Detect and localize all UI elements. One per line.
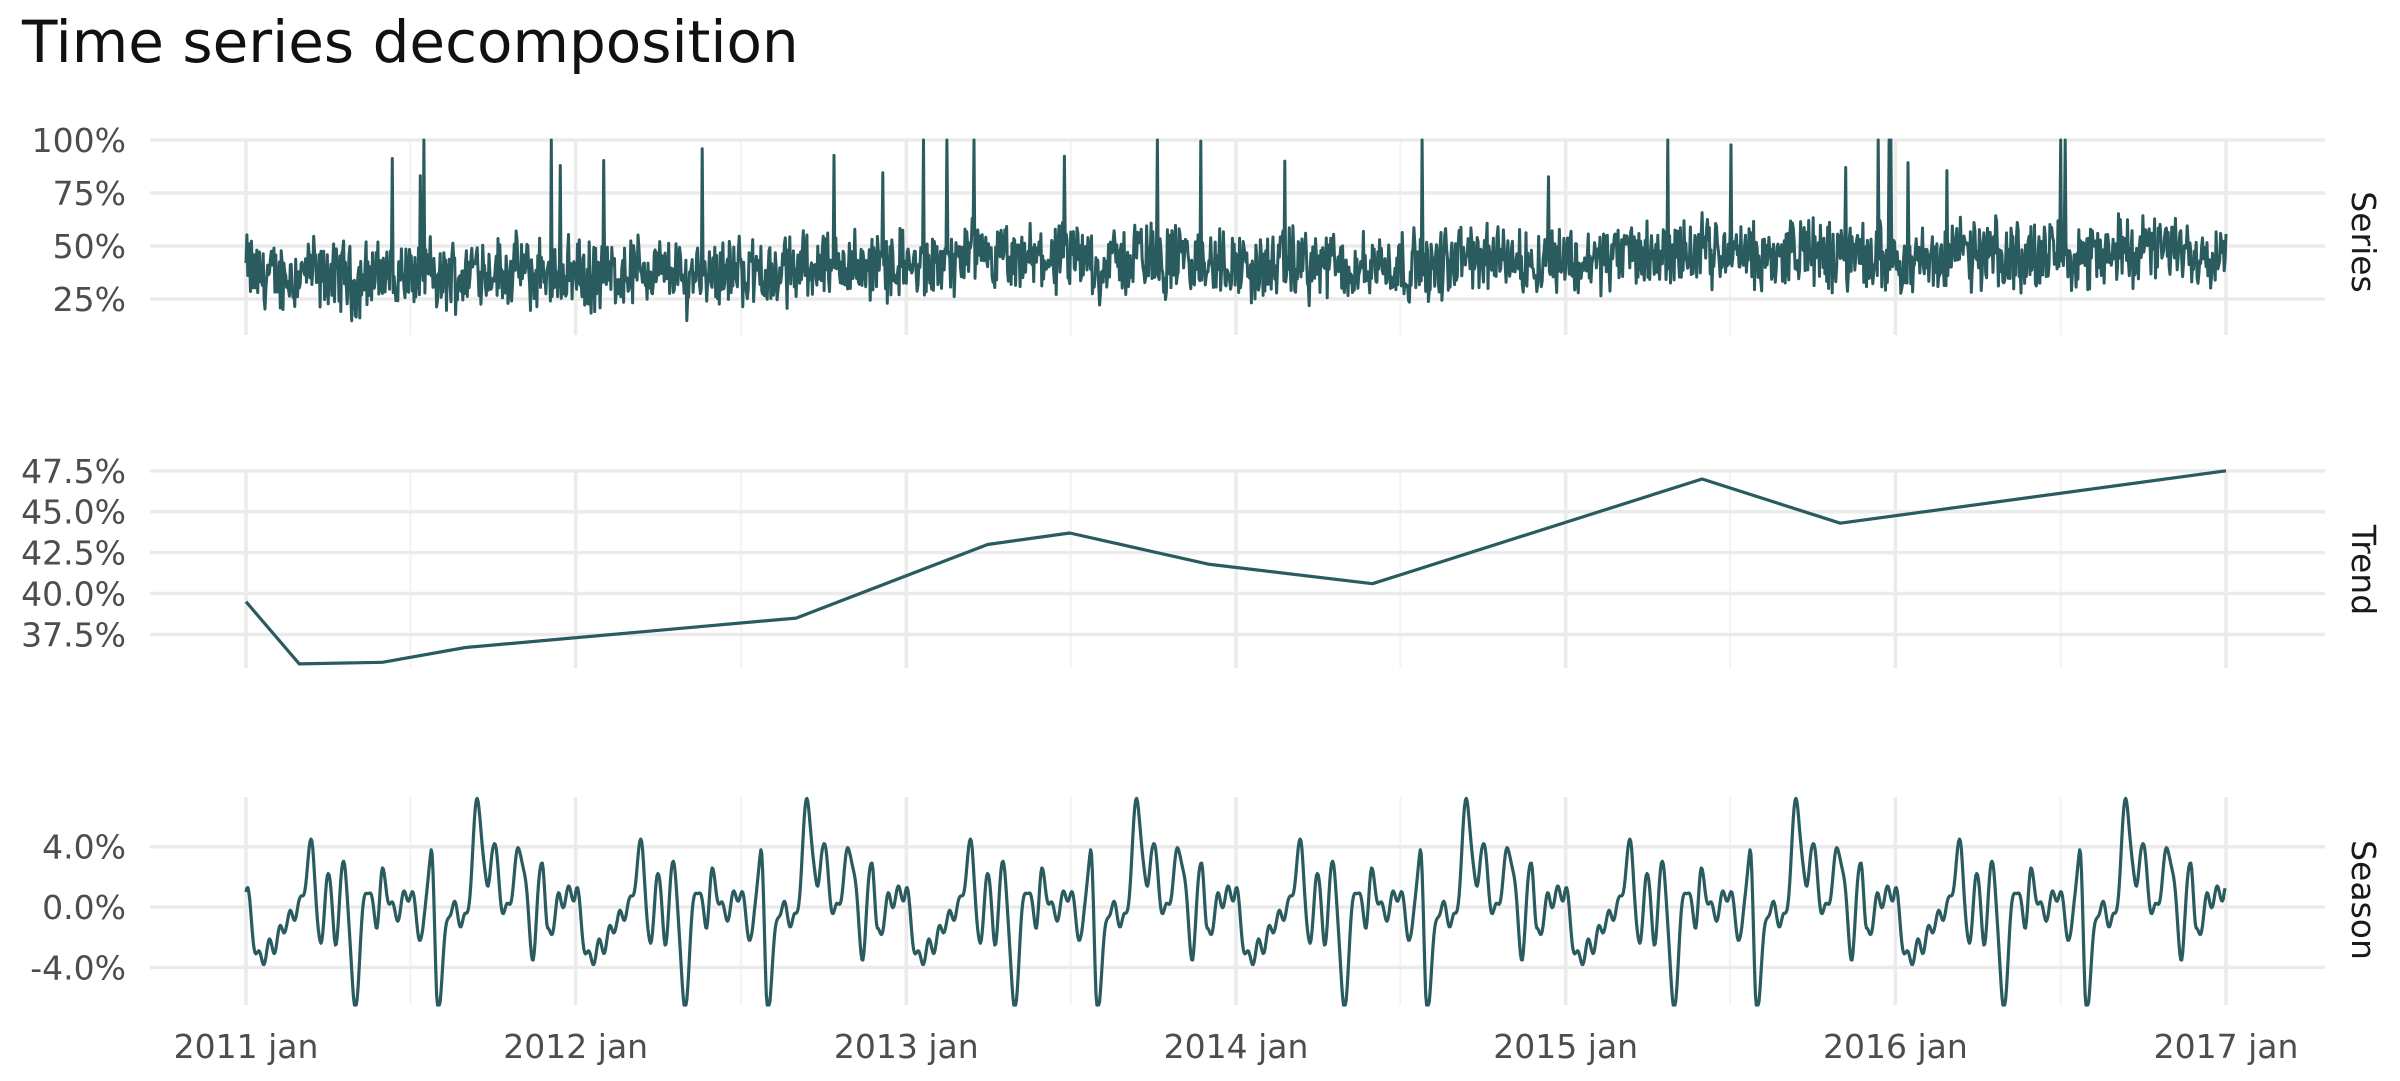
y-tick-label: 37.5%	[21, 615, 126, 654]
y-tick-label: 0.0%	[42, 888, 126, 927]
strip-label-trend: Trend	[2344, 524, 2383, 615]
x-tick-label: 2016 jan	[1823, 1027, 1968, 1066]
y-tick-label: 45.0%	[21, 493, 126, 532]
y-tick-label: 42.5%	[21, 534, 126, 573]
y-tick-label: 4.0%	[42, 828, 126, 867]
panel-trend: 37.5%40.0%42.5%45.0%47.5% Trend	[21, 452, 2383, 668]
panel-season: -4.0% 0.0% 4.0% Season	[30, 797, 2383, 1005]
x-tick-label: 2012 jan	[503, 1027, 648, 1066]
panel-series: 25% 50% 75% 100% Series	[32, 121, 2383, 335]
chart-title: Time series decomposition	[22, 8, 799, 76]
y-tick-label: 47.5%	[21, 452, 126, 491]
x-tick-label: 2013 jan	[834, 1027, 979, 1066]
season-line	[244, 796, 2227, 1007]
series-line	[244, 138, 2228, 323]
x-tick-label: 2017 jan	[2154, 1027, 2299, 1066]
y-tick-label: 75%	[53, 174, 126, 213]
trend-line	[244, 469, 2227, 666]
y-tick-label: 50%	[53, 227, 126, 266]
y-tick-label: 40.0%	[21, 575, 126, 614]
strip-label-series: Series	[2344, 191, 2383, 292]
strip-label-season: Season	[2344, 840, 2383, 960]
y-tick-label: 100%	[32, 121, 126, 160]
x-tick-label: 2014 jan	[1164, 1027, 1309, 1066]
x-tick-label: 2011 jan	[174, 1027, 319, 1066]
y-tick-label: 25%	[53, 280, 126, 319]
x-tick-label: 2015 jan	[1493, 1027, 1638, 1066]
y-tick-label: -4.0%	[30, 948, 126, 987]
